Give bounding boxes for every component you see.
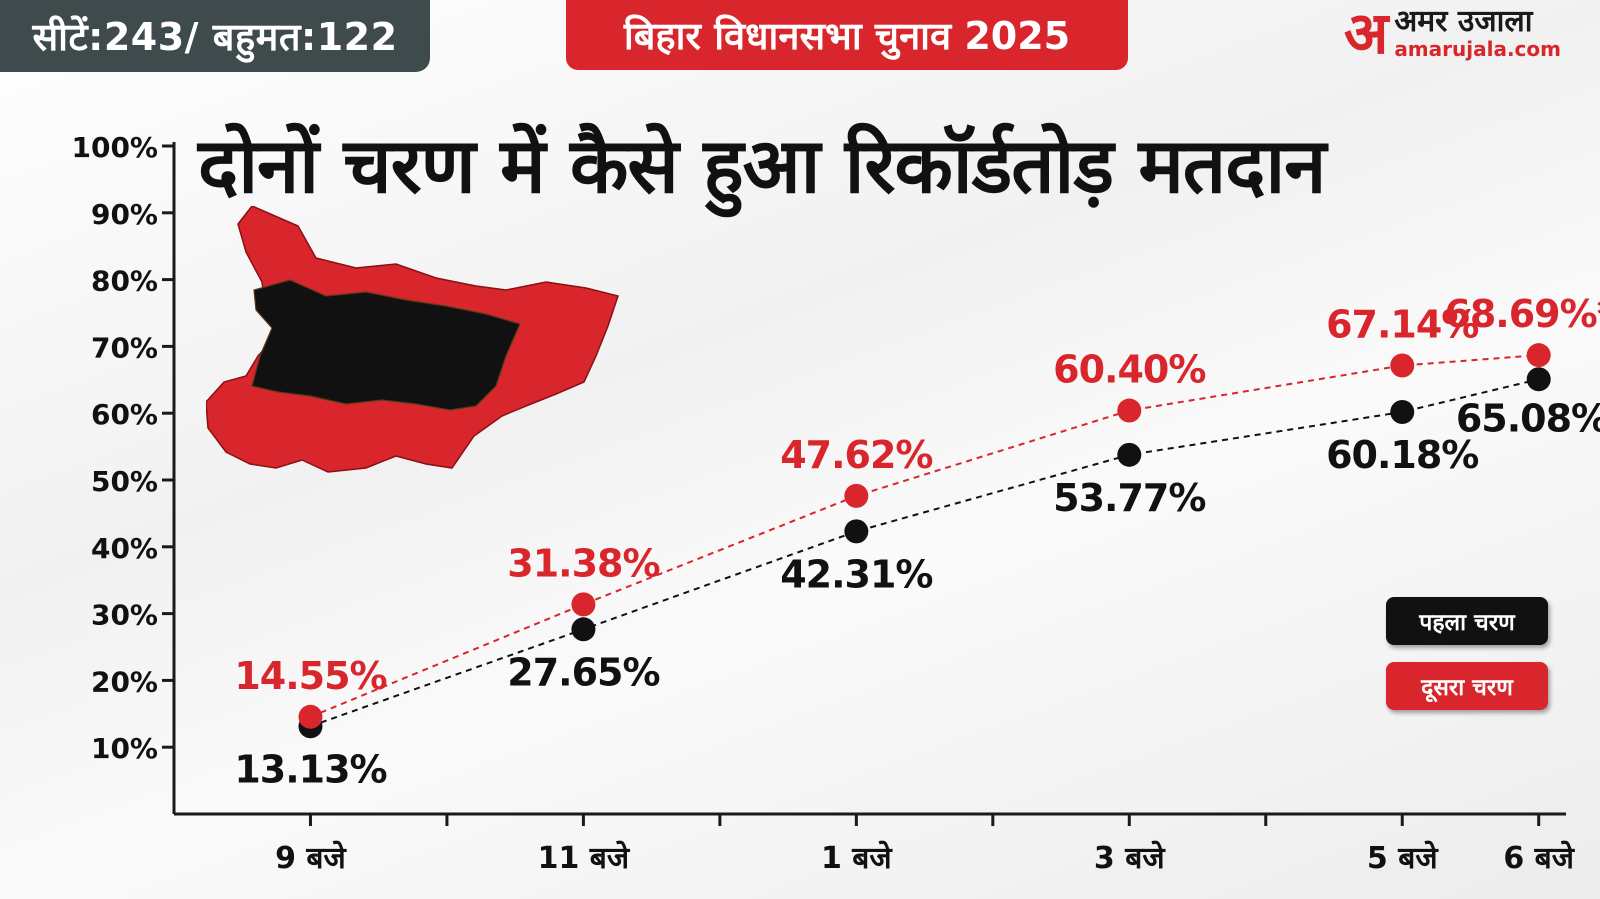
seats-majority-badge: सीटें:243/ बहुमत:122 [0,0,430,72]
page-title: दोनों चरण में कैसे हुआ रिकॉर्डतोड़ मतदान [198,121,1326,210]
election-banner: बिहार विधानसभा चुनाव 2025 [566,0,1128,70]
x-tick-label: 3 बजे [1094,840,1166,876]
data-label-phase2: 67.14% [1326,303,1478,347]
legend-phase2: दूसरा चरण [1386,662,1548,710]
data-label-phase1: 60.18% [1326,433,1478,477]
y-tick-label: 60% [91,398,158,431]
legend-phase1: पहला चरण [1386,597,1548,645]
data-label-phase1: 65.08% [1456,396,1600,440]
y-tick-label: 20% [91,665,158,698]
data-point-phase2 [844,483,869,508]
y-tick-label: 90% [91,198,158,231]
data-label-phase1: 13.13% [234,747,386,791]
data-label-phase2: 14.55% [234,654,386,698]
data-point-phase2 [1526,343,1551,368]
data-point-phase2 [298,704,323,729]
logo-name: अमर उजाला [1394,4,1533,39]
x-tick-label: 1 बजे [821,840,893,876]
data-label-phase2: 31.38% [507,541,659,585]
amar-ujala-logo[interactable]: अ अमर उजाला amarujala.com [1344,2,1596,64]
data-point-phase2 [571,592,596,617]
bihar-map-icon [206,206,619,473]
logo-mark-icon: अ [1344,0,1389,67]
data-point-phase2 [1390,353,1415,378]
x-tick-label: 11 बजे [538,840,631,876]
x-tick-label: 5 बजे [1367,840,1439,876]
y-tick-label: 30% [91,599,158,632]
data-point-phase1 [1526,367,1551,392]
y-tick-label: 10% [91,732,158,765]
data-point-phase1 [571,617,596,642]
y-tick-label: 50% [91,465,158,498]
series-line-phase2 [310,354,1539,718]
data-label-phase1: 27.65% [507,650,659,694]
data-label-phase1: 42.31% [780,552,932,596]
data-label-phase2: 47.62% [780,433,932,477]
data-point-phase1 [844,519,869,544]
data-label-phase1: 53.77% [1053,476,1205,520]
x-tick-label: 6 बजे [1503,840,1575,876]
data-label-phase2: 68.69%* [1444,292,1600,336]
data-label-phase2: 60.40% [1053,348,1205,392]
data-point-phase1 [1390,399,1415,424]
data-point-phase1 [1117,442,1142,467]
y-tick-label: 70% [91,331,158,364]
y-tick-label: 100% [71,131,158,164]
y-tick-label: 40% [91,532,158,565]
x-tick-label: 9 बजे [275,840,347,876]
data-point-phase2 [1117,398,1142,423]
logo-url: amarujala.com [1394,37,1561,61]
y-tick-label: 80% [91,265,158,298]
